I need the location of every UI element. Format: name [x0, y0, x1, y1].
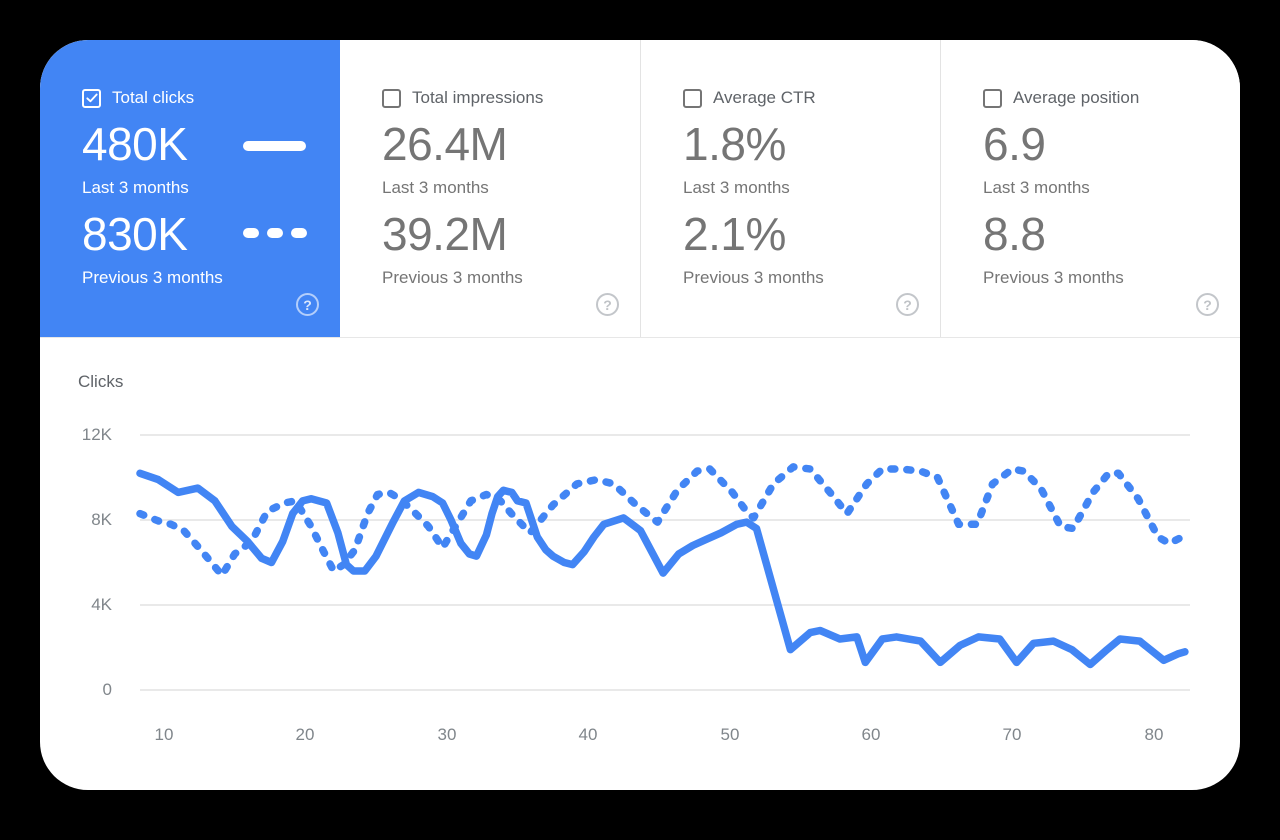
card-title-row: Average CTR — [683, 88, 816, 108]
checkmark-icon — [85, 93, 98, 103]
card-total-impressions[interactable]: Total impressions 26.4M Last 3 months 39… — [340, 40, 640, 337]
help-icon[interactable]: ? — [1196, 293, 1219, 316]
metric-caption-previous: Previous 3 months — [983, 268, 1124, 287]
help-icon[interactable]: ? — [296, 293, 319, 316]
total-impressions-checkbox-unchecked[interactable] — [382, 88, 401, 108]
metric-value-last: 26.4M — [382, 118, 508, 170]
card-title: Total clicks — [112, 88, 195, 107]
clicks-line-last-3-months — [136, 469, 1189, 669]
clicks-chart-svg[interactable] — [40, 370, 1240, 790]
x-axis-tick: 70 — [1002, 725, 1022, 744]
card-average-ctr[interactable]: Average CTR 1.8% Last 3 months 2.1% Prev… — [640, 40, 940, 337]
x-axis-tick: 60 — [861, 725, 881, 744]
x-axis-tick: 50 — [720, 725, 740, 744]
x-axis-tick: 30 — [437, 725, 457, 744]
metric-caption-previous: Previous 3 months — [382, 268, 523, 287]
y-axis-tick: 12K — [81, 425, 112, 444]
y-axis-label: Clicks — [78, 372, 124, 391]
metric-value-last: 6.9 — [983, 118, 1046, 170]
metric-value-previous: 2.1% — [683, 208, 786, 260]
total-clicks-checkbox-checked[interactable] — [82, 88, 101, 108]
metric-value-previous: 830K — [82, 208, 188, 260]
y-axis-tick: 0 — [102, 680, 112, 699]
metric-caption-previous: Previous 3 months — [683, 268, 824, 287]
y-axis-tick: 8K — [91, 510, 112, 529]
help-icon[interactable]: ? — [596, 293, 619, 316]
metric-caption-previous: Previous 3 months — [82, 268, 223, 287]
card-average-position[interactable]: Average position 6.9 Last 3 months 8.8 P… — [940, 40, 1240, 337]
x-axis-tick: 20 — [295, 725, 315, 744]
clicks-chart[interactable]: Clicks 12K 8K 4K 0 10 20 30 40 50 60 70 … — [40, 338, 1240, 790]
card-title: Total impressions — [412, 88, 544, 107]
average-position-checkbox-unchecked[interactable] — [983, 88, 1002, 108]
clicks-line-previous-3-months — [136, 463, 1186, 580]
x-axis-tick: 40 — [578, 725, 598, 744]
metric-caption-last: Last 3 months — [683, 178, 790, 197]
metric-value-previous: 39.2M — [382, 208, 508, 260]
metric-value-last: 1.8% — [683, 118, 786, 170]
card-total-clicks[interactable]: Total clicks 480K Last 3 months 830K Pre… — [40, 40, 340, 337]
card-title-row: Total clicks — [82, 88, 194, 108]
y-axis-tick: 4K — [91, 595, 112, 614]
metric-caption-last: Last 3 months — [983, 178, 1090, 197]
metric-caption-last: Last 3 months — [82, 178, 189, 197]
metric-cards-row: Total clicks 480K Last 3 months 830K Pre… — [40, 40, 1240, 338]
average-ctr-checkbox-unchecked[interactable] — [683, 88, 702, 108]
solid-line-legend-swatch — [243, 141, 306, 151]
dashed-line-legend-swatch — [243, 228, 307, 238]
metric-value-last: 480K — [82, 118, 188, 170]
card-title-row: Total impressions — [382, 88, 543, 108]
card-title: Average CTR — [713, 88, 816, 107]
metric-caption-last: Last 3 months — [382, 178, 489, 197]
card-title-row: Average position — [983, 88, 1139, 108]
help-icon[interactable]: ? — [896, 293, 919, 316]
card-title: Average position — [1013, 88, 1140, 107]
metric-value-previous: 8.8 — [983, 208, 1046, 260]
search-performance-panel: Total clicks 480K Last 3 months 830K Pre… — [40, 40, 1240, 790]
x-axis-tick: 10 — [154, 725, 174, 744]
x-axis-tick: 80 — [1144, 725, 1164, 744]
